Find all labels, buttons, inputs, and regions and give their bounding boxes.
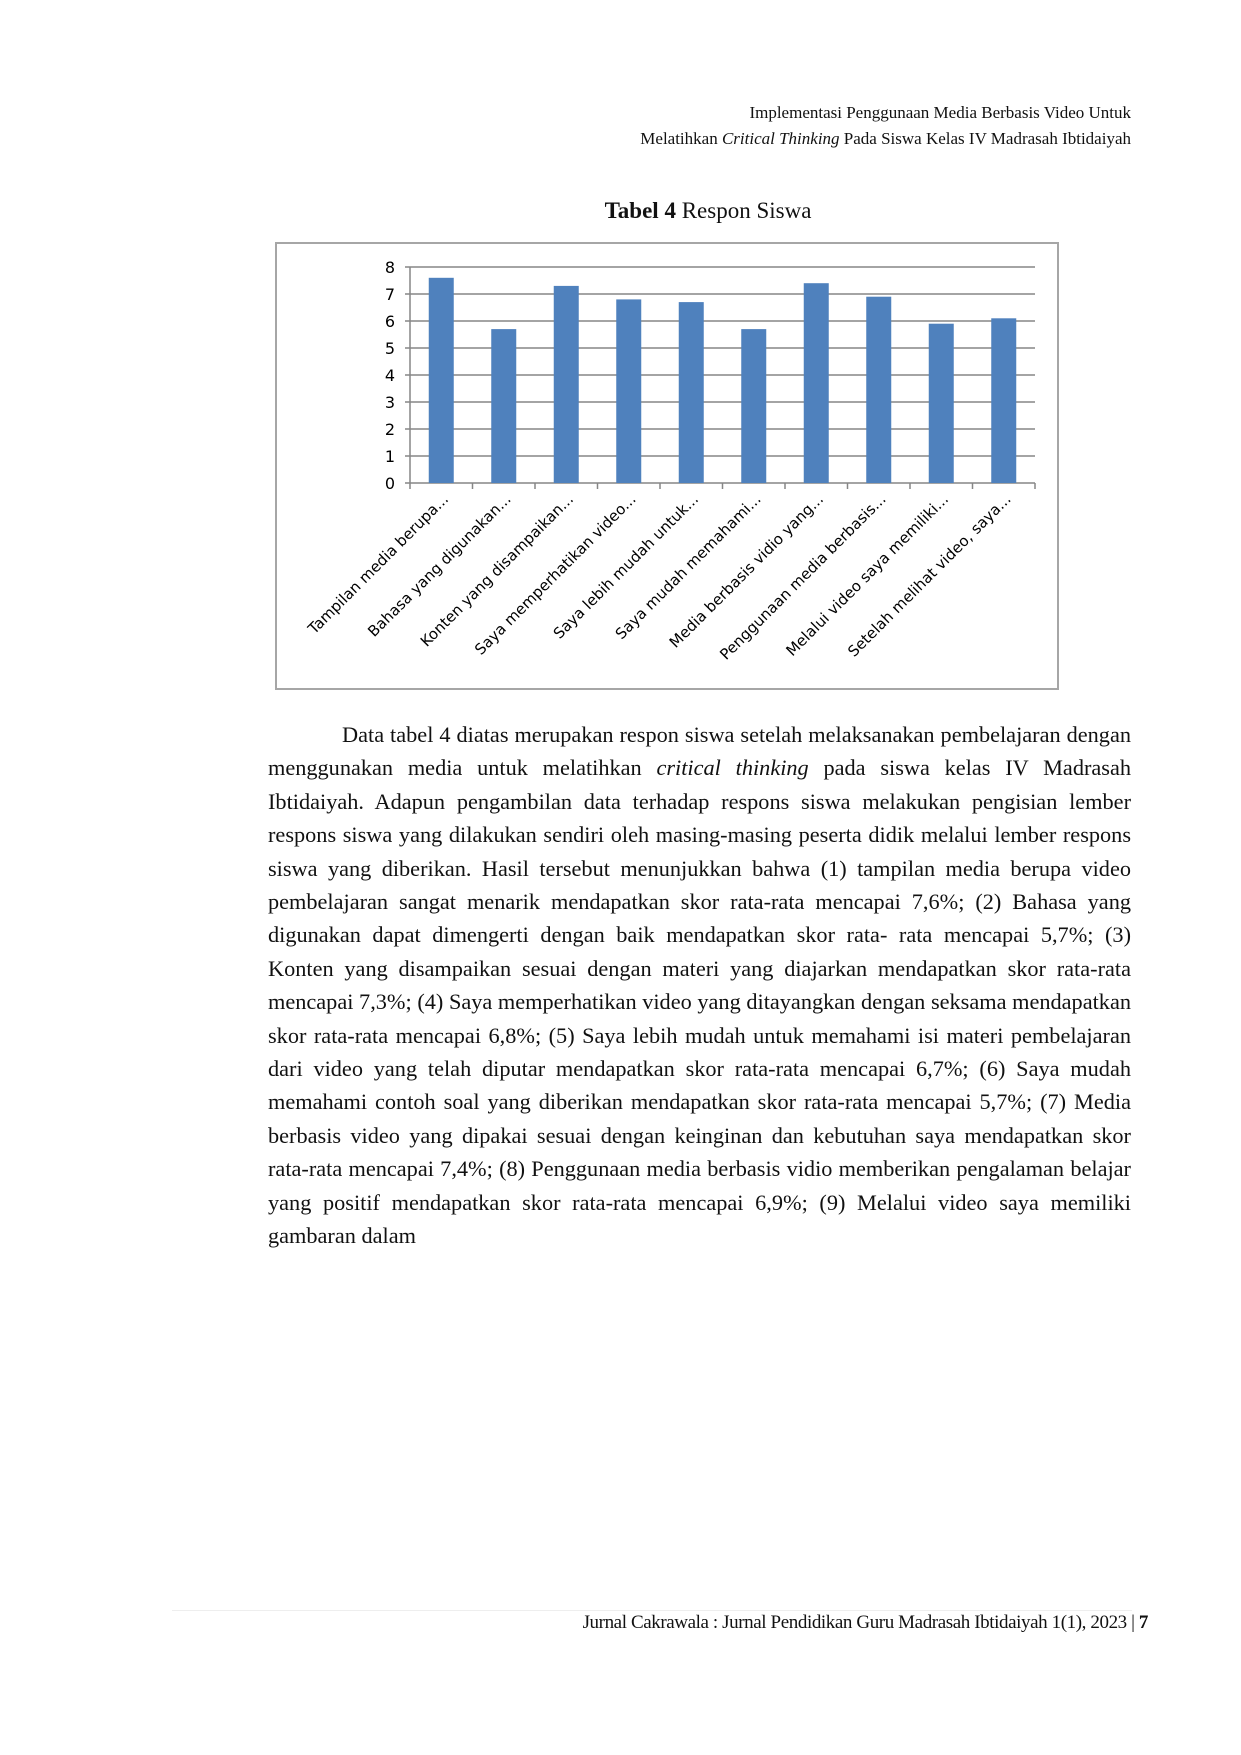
y-tick-label: 8 (385, 258, 395, 277)
figure-caption: Tabel 4 Respon Siswa (0, 198, 1241, 224)
bar (866, 296, 892, 483)
bar (678, 302, 704, 483)
body-text: pada siswa kelas IV Madrasah Ibtidaiyah.… (268, 755, 1132, 1249)
page-number: 7 (1138, 1612, 1149, 1633)
y-tick-label: 7 (385, 285, 395, 304)
body-paragraph: Data tabel 4 diatas merupakan respon sis… (268, 718, 1131, 1253)
y-tick-label: 4 (385, 366, 395, 385)
bar (741, 329, 767, 483)
header-line-1: Implementasi Penggunaan Media Berbasis V… (749, 103, 1131, 122)
bar (803, 283, 829, 483)
body-text: Data tabel 4 diatas merupakan respon sis… (268, 722, 1131, 781)
figure-caption-text: Respon Siswa (675, 198, 812, 223)
bar (928, 323, 954, 483)
footer-separator: | (1126, 1612, 1139, 1633)
footer-journal: Jurnal Cakrawala : Jurnal Pendidikan Gur… (582, 1612, 1128, 1633)
chart-frame: 0 1 2 3 4 5 6 7 8 Tampilan media berupa... Bahasa … (275, 242, 1059, 690)
bar (616, 299, 642, 483)
bar (991, 318, 1017, 483)
bar (491, 329, 517, 483)
y-tick-label: 6 (385, 312, 395, 331)
bar (553, 285, 579, 483)
footer-divider (172, 1610, 1132, 1611)
y-tick-label: 5 (385, 339, 395, 358)
header-line-2: Melatihkan Critical Thinking Pada Siswa … (640, 126, 1131, 152)
y-tick-label: 2 (385, 420, 395, 439)
header-italic: Critical Thinking (721, 129, 840, 148)
header-text: Pada Siswa Kelas IV Madrasah Ibtidaiyah (839, 129, 1131, 148)
header-text: Melatihkan (640, 129, 722, 148)
body-italic: critical thinking (656, 755, 809, 781)
y-tick-label: 3 (385, 393, 395, 412)
running-header: Implementasi Penggunaan Media Berbasis V… (640, 100, 1131, 152)
figure-label: Tabel 4 (604, 198, 676, 223)
y-tick-label: 0 (385, 474, 395, 493)
footer: Jurnal Cakrawala : Jurnal Pendidikan Gur… (582, 1612, 1149, 1634)
bar (428, 277, 454, 483)
y-tick-label: 1 (385, 447, 395, 466)
